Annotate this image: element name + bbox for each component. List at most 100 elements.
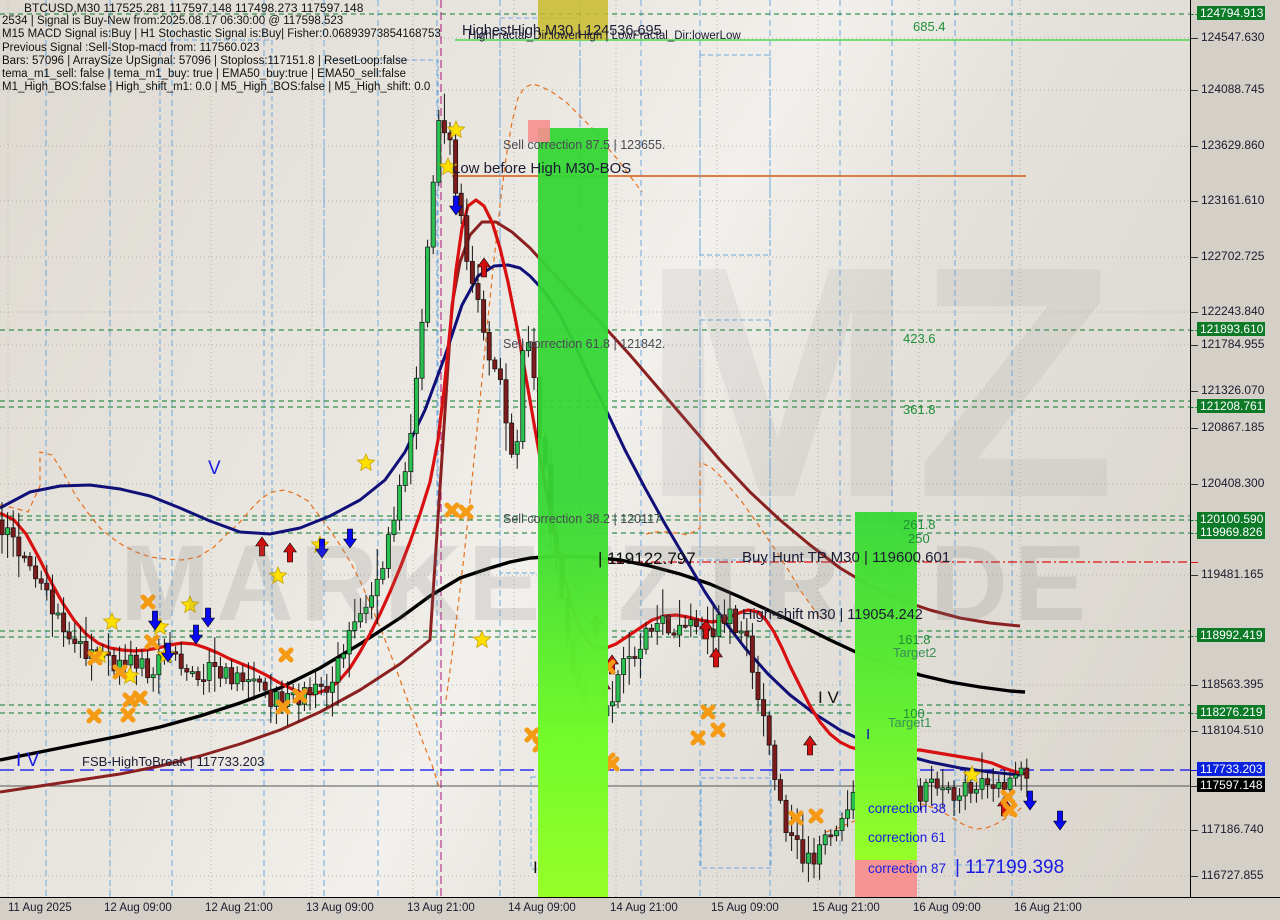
annotation-high-shift-m30: High-shift m30 | 119054.242 xyxy=(742,607,923,623)
x-marker xyxy=(1000,789,1016,805)
arrow-up-marker xyxy=(1053,810,1067,831)
candle-body xyxy=(251,678,257,682)
ema-red-line xyxy=(0,198,1027,776)
x-marker xyxy=(278,647,294,663)
time-tick-label: 16 Aug 09:00 xyxy=(913,902,981,914)
candle-body xyxy=(441,120,447,134)
candle-body xyxy=(968,782,974,794)
candle-body xyxy=(833,830,839,837)
candle-body xyxy=(632,656,638,659)
price-tick-mark xyxy=(1191,330,1198,331)
candle-body xyxy=(962,782,968,797)
info-line-2: Previous Signal :Sell-Stop-macd from: 11… xyxy=(2,41,260,54)
price-tick-mark xyxy=(1191,146,1198,147)
price-tag-level: 120100.590 xyxy=(1197,512,1266,526)
price-tick-label: 124088.745 xyxy=(1201,82,1265,96)
candle-body xyxy=(335,657,341,683)
candle-body xyxy=(996,781,1002,789)
candle-body xyxy=(923,782,929,802)
fib-label-2: 361.8 xyxy=(903,402,936,417)
candle-body xyxy=(212,662,218,667)
candle-body xyxy=(402,471,408,486)
star-marker xyxy=(268,565,288,585)
candle-body xyxy=(721,614,727,624)
candle-body xyxy=(671,632,677,636)
candle-body xyxy=(189,671,195,674)
candle-body xyxy=(178,653,184,669)
price-tag-level: 118992.419 xyxy=(1197,628,1265,642)
price-axis[interactable]: 124794.913 124547.630 124088.745 123629.860… xyxy=(1190,0,1280,897)
candle-body xyxy=(777,779,783,801)
candle-body xyxy=(800,839,806,864)
star-marker xyxy=(356,452,376,472)
candle-body xyxy=(55,612,61,616)
candle-body xyxy=(425,246,431,323)
candle-body xyxy=(789,832,795,836)
candle-body xyxy=(525,342,531,352)
candle-body xyxy=(1001,781,1007,790)
price-tick-label: 121784.955 xyxy=(1201,337,1265,351)
price-tick-mark xyxy=(1191,428,1198,429)
x-marker xyxy=(87,650,103,666)
candle-body xyxy=(374,578,380,597)
candle-body xyxy=(206,662,212,681)
x-marker xyxy=(690,730,706,746)
candle-body xyxy=(245,679,251,683)
price-tick-mark xyxy=(1191,407,1198,408)
candle-body xyxy=(145,658,151,679)
candle-body xyxy=(307,687,313,696)
fib-label-3: 261.8 xyxy=(903,517,936,532)
candle-body xyxy=(363,606,369,614)
candle-body xyxy=(436,120,442,183)
price-tick-mark xyxy=(1191,731,1198,732)
info-line-5: M1_High_BOS:false | High_shift_m1: 0.0 |… xyxy=(2,81,431,94)
candle-body xyxy=(257,678,263,683)
price-tag-bid: 117733.203 xyxy=(1197,762,1265,776)
chart-plot-area[interactable]: MARKETZTRADE MZ xyxy=(0,0,1190,897)
arrow-up-marker xyxy=(449,195,463,216)
x-marker xyxy=(120,707,136,723)
arrow-up-marker xyxy=(343,528,357,549)
price-tick-label: 120867.185 xyxy=(1201,420,1265,434)
time-axis[interactable]: 11 Aug 2025 12 Aug 09:00 12 Aug 21:00 13 Au… xyxy=(0,897,1280,920)
x-marker xyxy=(700,704,716,720)
fib-label-8: Target1 xyxy=(888,715,932,730)
x-marker xyxy=(140,594,156,610)
price-tick-mark xyxy=(1191,391,1198,392)
candle-body xyxy=(822,834,828,846)
candle-body xyxy=(341,653,347,659)
price-tick-mark xyxy=(1191,201,1198,202)
candle-body xyxy=(682,624,688,628)
ema-maroon-line xyxy=(0,220,1021,794)
candle-body xyxy=(72,638,78,644)
candle-body xyxy=(369,595,375,608)
star-marker xyxy=(446,119,466,139)
candle-body xyxy=(16,536,22,557)
annotation-fsb-low: | 119122.797 xyxy=(598,549,696,568)
candle-body xyxy=(5,527,11,536)
candle-body xyxy=(951,787,957,801)
candle-body xyxy=(621,658,627,675)
candle-body xyxy=(514,441,520,455)
candle-body xyxy=(839,817,845,831)
candle-body xyxy=(772,744,778,780)
time-tick-label: 11 Aug 2025 xyxy=(8,902,72,914)
candle-body xyxy=(957,795,963,801)
price-tick-label: 118104.510 xyxy=(1201,723,1264,737)
info-line-4: tema_m1_sell: false | tema_m1_buy: true … xyxy=(2,68,406,81)
price-tick-mark xyxy=(1191,14,1198,15)
candle-body xyxy=(357,613,363,623)
arrow-up-marker xyxy=(201,607,215,628)
candle-body xyxy=(503,379,509,424)
price-tick-label: 116727.855 xyxy=(1201,868,1264,882)
price-tag-last: 117597.148 xyxy=(1197,778,1265,792)
price-tick-mark xyxy=(1191,484,1198,485)
x-marker xyxy=(710,722,726,738)
roman-mark-1: I V xyxy=(16,750,40,771)
annotation-correction-price: | 117199.398 xyxy=(955,857,1065,878)
candle-body xyxy=(744,630,750,637)
candle-body xyxy=(643,627,649,650)
candle-body xyxy=(749,635,755,673)
candle-body xyxy=(733,608,739,633)
